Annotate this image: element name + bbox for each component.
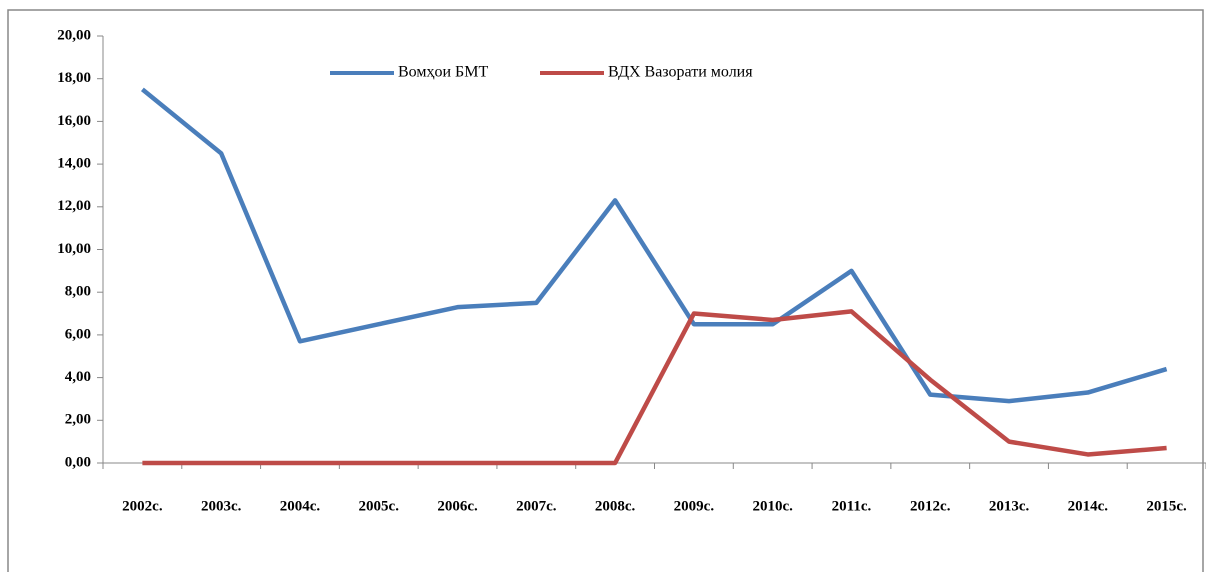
x-tick-label: 2002с. [122,498,163,514]
y-tick-label: 4,00 [65,369,91,385]
y-tick-label: 14,00 [57,156,91,172]
y-tick-label: 8,00 [65,284,91,300]
series-line [140,87,1168,404]
x-tick-label: 2003с. [201,498,242,514]
x-tick-label: 2008с. [595,498,636,514]
legend-label: ВДХ Вазорати молия [608,64,753,81]
y-tick-label: 12,00 [57,198,91,214]
x-tick-label: 2013с. [989,498,1030,514]
legend-label: Вомҳои БМТ [398,64,488,81]
x-tick-label: 2011с. [832,498,872,514]
x-tick-label: 2009с. [674,498,715,514]
y-tick-label: 10,00 [57,241,91,257]
y-tick-label: 2,00 [65,412,91,428]
y-tick-label: 20,00 [57,27,91,43]
y-tick-label: 0,00 [65,454,91,470]
x-tick-label: 2005с. [359,498,400,514]
x-tick-label: 2015с. [1146,498,1187,514]
x-tick-label: 2010с. [752,498,793,514]
y-tick-label: 16,00 [57,113,91,129]
x-tick-label: 2014с. [1068,498,1109,514]
x-tick-label: 2006с. [437,498,478,514]
series-line [142,309,1167,466]
x-tick-label: 2012с. [910,498,951,514]
y-tick-label: 18,00 [57,70,91,86]
chart-border [7,9,1204,572]
x-tick-label: 2004с. [280,498,321,514]
x-tick-label: 2007с. [516,498,557,514]
y-tick-label: 6,00 [65,326,91,342]
